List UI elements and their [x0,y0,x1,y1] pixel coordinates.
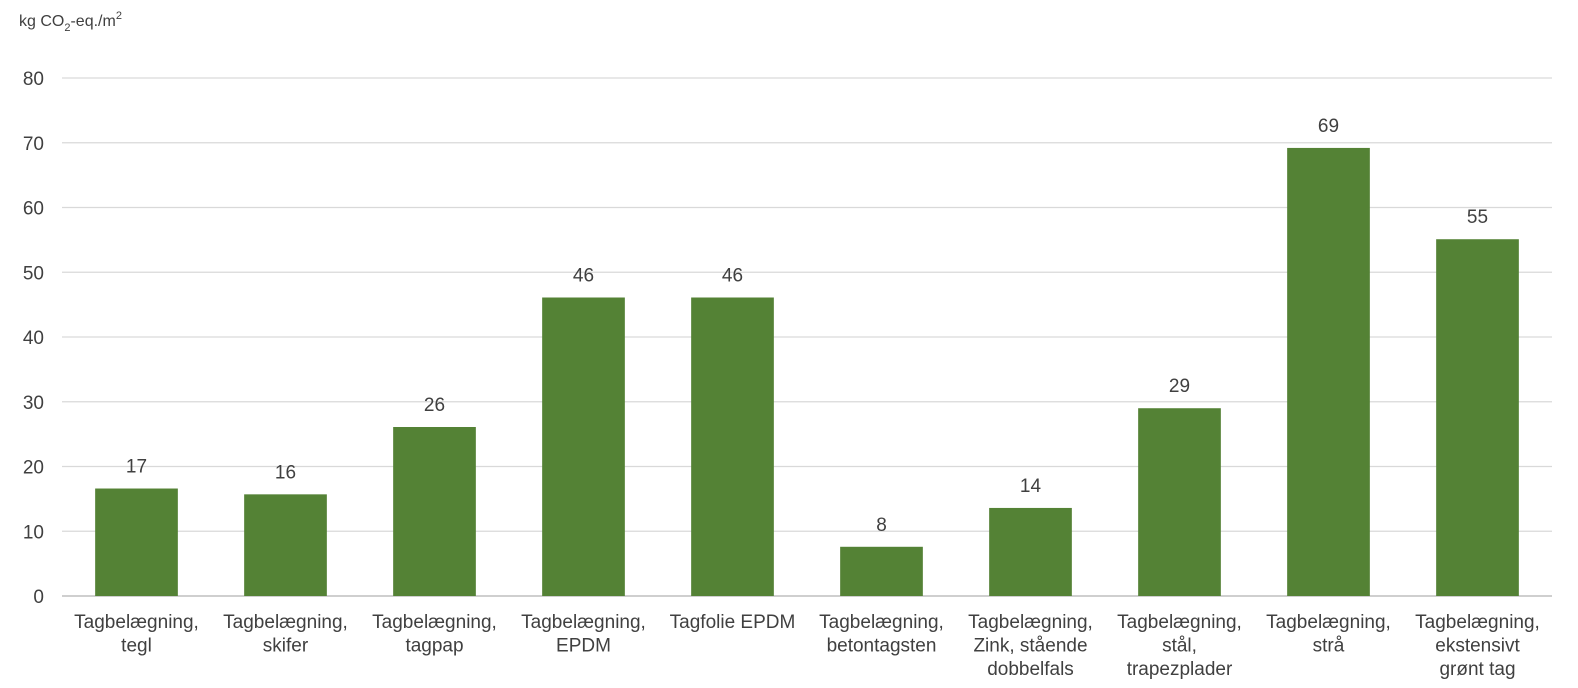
y-axis-ticks: 0 10 20 30 40 50 60 70 80 [23,69,44,608]
bars [95,147,1519,597]
bar [989,507,1072,596]
x-tick-label-line: grønt tag [1439,659,1515,680]
data-label: 14 [1020,476,1042,497]
data-label: 26 [424,395,445,416]
data-label: 29 [1169,376,1190,397]
x-tick-label-line: Tagbelægning, [1266,612,1391,633]
x-tick-label: Tagbelægning, Zink, stående dobbelfals [968,612,1093,680]
x-tick-label: Tagbelægning, strå [1266,612,1391,657]
x-tick-label-line: ekstensivt [1435,636,1520,657]
data-label: 55 [1467,207,1488,228]
data-label: 46 [722,266,743,287]
x-tick-label-line: EPDM [556,636,611,657]
y-axis-title: kg CO2-eq./m2 [19,10,122,34]
x-tick-label-line: dobbelfals [987,659,1074,680]
data-label: 16 [275,462,296,483]
y-axis-title-part: kg CO [19,13,64,30]
x-tick-label: Tagbelægning, tegl [74,612,199,657]
bar [244,494,327,596]
x-tick-label-line: skifer [263,636,309,657]
y-axis-title-superscript: 2 [116,10,122,22]
x-tick-label-line: betontagsten [827,636,937,657]
x-tick-label: Tagbelægning, ekstensivt grønt tag [1415,612,1540,680]
y-tick-label: 40 [23,328,44,349]
y-tick-label: 20 [23,458,44,479]
y-tick-label: 50 [23,263,44,284]
y-tick-label: 0 [33,587,44,608]
data-label: 17 [126,457,147,478]
bar [1436,239,1519,597]
x-tick-label-line: Tagfolie EPDM [670,612,796,633]
x-tick-label-line: strå [1313,636,1345,657]
x-tick-label: Tagbelægning, tagpap [372,612,497,657]
x-tick-label-line: Tagbelægning, [521,612,646,633]
x-tick-label-line: Tagbelægning, [1415,612,1540,633]
x-tick-label-line: Tagbelægning, [223,612,348,633]
x-tick-label-line: Tagbelægning, [819,612,944,633]
x-tick-label-line: stål, [1162,636,1197,657]
data-label: 69 [1318,116,1339,137]
data-label: 8 [876,515,887,536]
y-tick-label: 80 [23,69,44,90]
x-tick-label-line: trapezplader [1127,659,1233,680]
bar [393,427,476,596]
bar [840,546,923,596]
x-tick-label: Tagbelægning, skifer [223,612,348,657]
data-label: 46 [573,266,594,287]
x-tick-label: Tagfolie EPDM [670,612,796,633]
bar [691,297,774,596]
bar [542,297,625,596]
x-tick-label-line: tagpap [405,636,463,657]
x-tick-label-line: Tagbelægning, [74,612,199,633]
bar [95,488,178,596]
x-tick-label-line: Tagbelægning, [968,612,1093,633]
x-tick-label-line: tegl [121,636,152,657]
x-tick-label: Tagbelægning, betontagsten [819,612,944,657]
bar [1287,147,1370,596]
data-labels: 17 16 26 46 46 8 14 29 69 55 [126,116,1488,536]
x-tick-label-line: Tagbelægning, [372,612,497,633]
y-axis-title-subscript: 2 [64,22,70,34]
x-tick-label-line: Zink, stående [973,636,1087,657]
bar [1138,408,1221,596]
y-axis-title-part: -eq./m [70,13,115,30]
x-tick-label-line: Tagbelægning, [1117,612,1242,633]
x-tick-label: Tagbelægning, EPDM [521,612,646,657]
y-tick-label: 70 [23,134,44,155]
y-tick-label: 30 [23,393,44,414]
y-tick-label: 60 [23,199,44,220]
y-tick-label: 10 [23,522,44,543]
x-tick-label: Tagbelægning, stål, trapezplader [1117,612,1242,680]
